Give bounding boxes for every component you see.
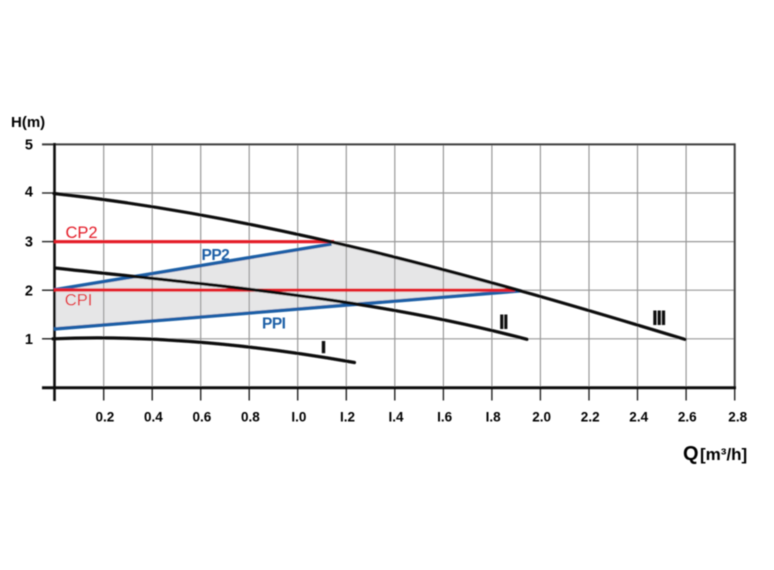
svg-text:2: 2	[25, 283, 33, 299]
svg-text:PPI: PPI	[262, 315, 286, 332]
svg-text:CP2: CP2	[66, 224, 98, 242]
svg-text:3: 3	[25, 235, 33, 251]
svg-text:1: 1	[25, 332, 33, 348]
svg-text:H(m): H(m)	[11, 114, 45, 131]
svg-text:2.0: 2.0	[532, 410, 551, 425]
svg-text:2.8: 2.8	[728, 410, 747, 425]
svg-text:5: 5	[25, 138, 33, 154]
svg-text:0.2: 0.2	[96, 410, 115, 425]
svg-text:I.0: I.0	[291, 410, 306, 425]
svg-text:0.8: 0.8	[241, 410, 260, 425]
svg-text:2.6: 2.6	[678, 410, 697, 425]
svg-text:I.2: I.2	[340, 410, 355, 425]
svg-text:I.4: I.4	[388, 410, 404, 425]
svg-text:Q: Q	[683, 443, 699, 465]
svg-text:0.4: 0.4	[144, 410, 163, 425]
svg-text:4: 4	[25, 185, 33, 201]
svg-text:0.6: 0.6	[193, 410, 212, 425]
svg-text:CPI: CPI	[65, 292, 93, 310]
svg-text:[m³/h]: [m³/h]	[700, 445, 747, 464]
svg-text:I.6: I.6	[437, 410, 453, 425]
svg-text:2.2: 2.2	[581, 410, 600, 425]
svg-text:2.4: 2.4	[629, 410, 648, 425]
svg-text:PP2: PP2	[202, 247, 230, 264]
svg-text:I.8: I.8	[486, 410, 502, 425]
